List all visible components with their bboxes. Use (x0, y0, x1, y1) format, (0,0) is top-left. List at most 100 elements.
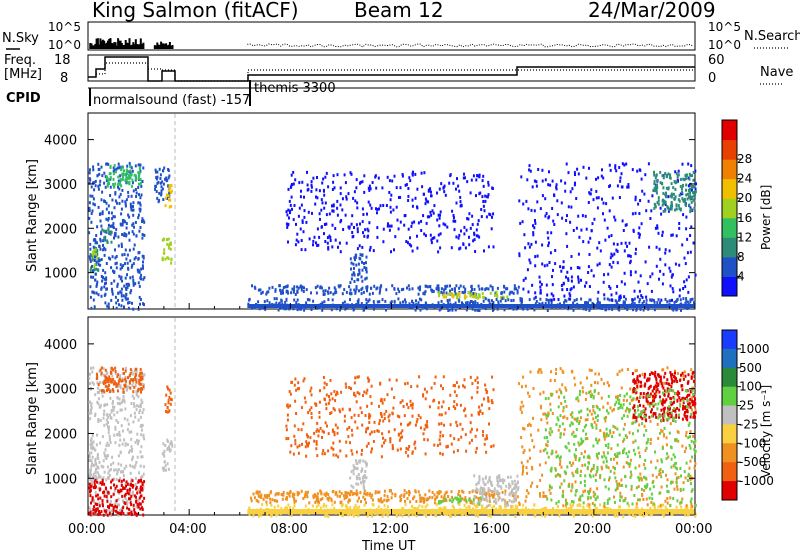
data-point-power-points-13 (683, 280, 685, 283)
data-point-power-points-13 (605, 202, 607, 205)
data-point-vel-points-11 (571, 464, 573, 467)
data-point-vel-points-8 (468, 499, 470, 502)
data-point-power-points-8 (492, 288, 494, 291)
data-point-power-points-13 (639, 169, 641, 172)
data-point-power-points-2 (129, 162, 131, 165)
data-point-vel-points-11 (665, 474, 667, 477)
data-point-power-points-13 (603, 273, 605, 276)
data-point-vel-points-6 (341, 492, 343, 495)
data-point-power-points-2 (139, 303, 141, 306)
data-point-power-points-13 (642, 296, 644, 299)
data-point-vel-points-10 (325, 505, 327, 508)
data-point-power-points-12 (665, 298, 667, 301)
data-point-power-points-8 (395, 292, 397, 295)
data-point-power-points-14 (460, 200, 462, 203)
data-point-vel-points-11 (555, 368, 557, 371)
data-point-vel-points-13 (307, 445, 309, 448)
data-point-vel-points-11 (657, 437, 659, 440)
data-point-power-points-8 (290, 291, 292, 294)
data-point-power-points-2 (88, 231, 90, 234)
data-point-power-points-13 (577, 215, 579, 218)
data-point-power-points-13 (552, 283, 554, 286)
data-point-vel-points-3 (89, 490, 91, 493)
data-point-power-points-2 (112, 293, 114, 296)
data-point-vel-points-11 (666, 436, 668, 439)
data-point-power-points-5 (162, 198, 164, 201)
data-point-power-points-12 (402, 301, 404, 304)
data-point-power-points-2 (94, 279, 96, 282)
data-point-power-points-12 (609, 299, 611, 302)
data-point-power-points-10 (482, 292, 484, 295)
data-point-power-points-12 (476, 309, 478, 312)
data-point-vel-points-3 (110, 481, 112, 484)
data-point-power-points-8 (385, 288, 387, 291)
data-point-vel-points-3 (97, 513, 99, 516)
data-point-vel-points-1 (97, 391, 99, 394)
data-point-power-points-14 (391, 225, 393, 228)
data-point-power-points-13 (607, 227, 609, 230)
data-point-power-points-13 (621, 280, 623, 283)
data-point-vel-points-1 (97, 467, 99, 470)
data-point-power-points-14 (291, 208, 293, 211)
data-point-power-points-9 (358, 263, 360, 266)
data-point-vel-points-11 (690, 368, 692, 371)
data-point-power-points-13 (580, 279, 582, 282)
data-point-vel-points-12 (678, 392, 680, 395)
data-point-vel-points-1 (143, 434, 145, 437)
data-point-power-points-14 (482, 179, 484, 182)
data-point-vel-points-2 (124, 384, 126, 387)
data-point-power-points-2 (133, 248, 135, 251)
data-point-vel-points-6 (384, 494, 386, 497)
data-point-vel-points-1 (138, 405, 140, 408)
data-point-vel-points-1 (94, 414, 96, 417)
data-point-vel-points-3 (125, 485, 127, 488)
data-point-vel-points-12 (640, 385, 642, 388)
data-point-power-points-13 (667, 195, 669, 198)
data-point-vel-points-2 (101, 389, 103, 392)
data-point-vel-points-1 (130, 414, 132, 417)
data-point-vel-points-1 (133, 405, 135, 408)
data-point-vel-points-3 (97, 507, 99, 510)
data-point-power-points-8 (514, 287, 516, 290)
data-point-vel-points-13 (350, 387, 352, 390)
data-point-vel-points-2 (125, 380, 127, 383)
data-point-vel-points-2 (137, 389, 139, 392)
data-point-power-points-2 (106, 287, 108, 290)
data-point-power-points-10 (447, 293, 449, 296)
data-point-vel-points-6 (283, 491, 285, 494)
data-point-vel-points-1 (139, 409, 141, 412)
data-point-power-points-13 (599, 262, 601, 265)
data-point-vel-points-12 (679, 399, 681, 402)
data-point-vel-points-11 (560, 367, 562, 370)
data-point-vel-points-6 (308, 501, 310, 504)
data-point-vel-points-11 (638, 451, 640, 454)
data-point-power-points-13 (585, 215, 587, 218)
data-point-vel-points-13 (345, 454, 347, 457)
data-point-power-points-12 (365, 298, 367, 301)
data-point-power-points-8 (356, 287, 358, 290)
data-point-vel-points-6 (345, 496, 347, 499)
data-point-power-points-14 (323, 232, 325, 235)
data-point-vel-points-6 (292, 492, 294, 495)
data-point-vel-points-11 (545, 461, 547, 464)
data-point-vel-points-1 (141, 401, 143, 404)
data-point-power-points-14 (396, 186, 398, 189)
data-point-vel-points-11 (603, 382, 605, 385)
data-point-vel-points-6 (403, 495, 405, 498)
data-point-power-points-13 (669, 249, 671, 252)
data-point-vel-points-11 (616, 480, 618, 483)
data-point-vel-points-11 (602, 406, 604, 409)
data-point-power-points-9 (351, 262, 353, 265)
data-point-vel-points-1 (91, 402, 93, 405)
data-point-vel-points-1 (93, 383, 95, 386)
data-point-power-points-3 (139, 166, 141, 169)
data-point-vel-points-3 (121, 495, 123, 498)
data-point-power-points-14 (331, 245, 333, 248)
data-point-vel-points-11 (539, 393, 541, 396)
data-point-vel-points-11 (529, 395, 531, 398)
data-point-vel-points-12 (632, 379, 634, 382)
data-point-vel-points-11 (598, 373, 600, 376)
data-point-vel-points-13 (335, 424, 337, 427)
data-point-vel-points-3 (136, 492, 138, 495)
data-point-power-points-15 (688, 204, 690, 207)
